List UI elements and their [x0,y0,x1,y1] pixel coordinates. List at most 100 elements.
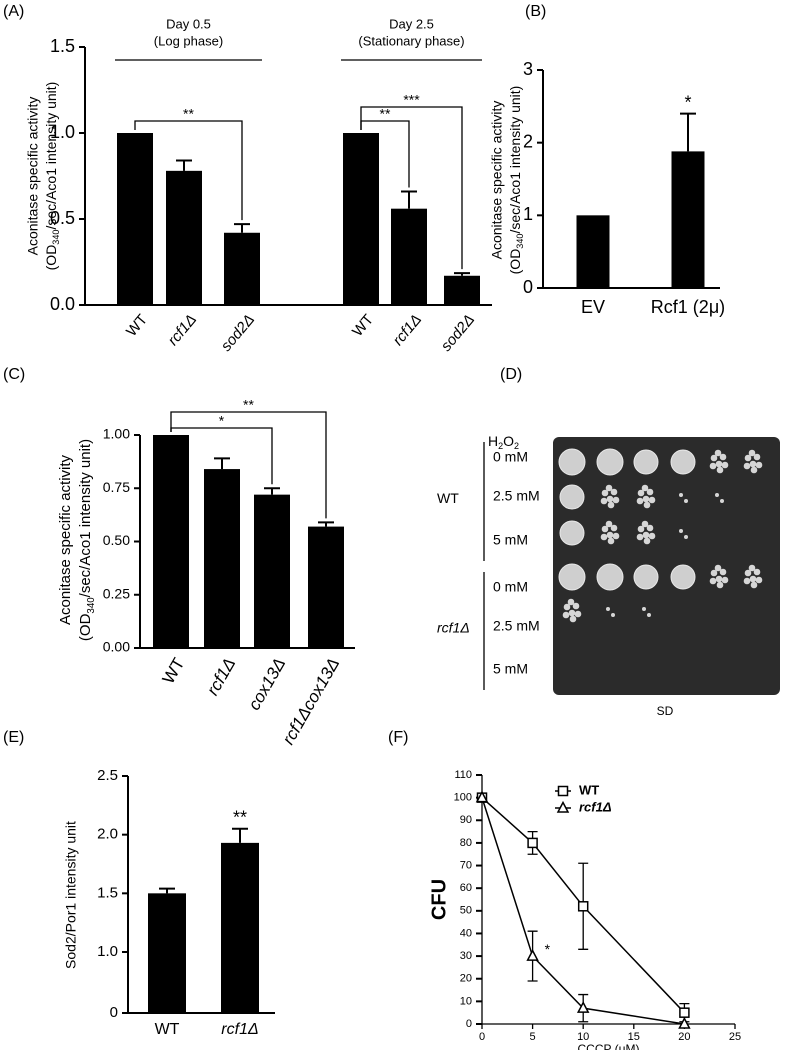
bar [224,232,260,305]
bar [153,435,189,648]
significance-label: *** [403,92,420,108]
significance-bracket [360,106,463,270]
x-tick-label: rcf1Δ [165,311,201,349]
colony [709,462,717,470]
significance-bracket [134,120,243,221]
group-subtitle: (Stationary phase) [358,33,464,48]
colony [612,496,620,504]
colony [679,493,683,497]
x-tick-label: 10 [577,1031,589,1043]
colony [749,460,757,468]
spot [559,520,585,546]
colony [721,576,729,584]
y-tick-label: 0 [523,277,533,297]
label-part: 340 [86,597,97,614]
y-tick-label: 3 [523,59,533,79]
panel-label: (D) [500,366,522,383]
label-part: /sec/Aco1 intensity unit) [77,439,94,597]
marker [679,1007,690,1018]
colony [715,460,723,468]
y-tick-label: 0.50 [103,532,130,548]
y-tick-label: 110 [454,769,472,781]
bar [343,133,379,305]
marker [556,800,570,813]
label-part: (OD [507,249,523,275]
y-tick-label: 0 [466,1018,472,1030]
colony [567,598,575,606]
colony [610,524,618,532]
concentration-label: 2.5 mM [493,488,540,504]
y-tick-label: 40 [460,927,472,939]
x-tick-label: EV [581,297,605,317]
marker [557,785,569,797]
label-part: 2 [514,441,519,451]
colony [744,569,752,577]
y-axis-label: (OD340/sec/Aco1 intensity unit) [77,439,97,641]
group-title: Day 2.5 [389,16,434,31]
bar [148,893,186,1013]
error-bar [234,223,250,233]
bar [204,469,240,648]
colony [607,537,615,545]
colony [715,575,723,583]
colony [642,495,650,503]
colony [606,495,614,503]
colony [755,461,763,469]
colony [610,488,618,496]
spot [558,563,586,591]
colony [715,493,719,497]
y-tick-label: 80 [460,837,472,849]
colony [600,533,608,541]
colony [719,568,727,576]
colony [755,576,763,584]
colony [720,499,724,503]
marker [475,790,489,803]
colony [612,532,620,540]
label-part: (OD [43,245,59,271]
colony [648,532,656,540]
error-bar [264,487,280,495]
panel-label: (A) [3,3,24,20]
y-tick-label: 1.0 [97,943,118,960]
x-tick-label: WT [123,311,151,340]
y-tick-label: 2 [523,131,533,151]
colony [636,497,644,505]
significance-label: ** [380,106,391,122]
colony [637,525,645,533]
significance-label: * [684,92,691,112]
colony [607,501,615,509]
colony [748,449,756,457]
x-tick-label: sod2Δ [218,311,258,355]
bar [444,275,480,305]
colony [753,568,761,576]
spot [596,448,624,476]
x-tick-label: 20 [678,1031,690,1043]
colony [601,489,609,497]
error-bar [232,827,248,843]
strain-label: rcf1Δ [437,620,470,636]
marker [577,901,589,912]
colony [606,607,610,611]
marker [526,948,539,961]
y-tick-label: 90 [460,814,472,826]
colony [679,529,683,533]
colony [642,531,650,539]
y-tick-label: 1.5 [97,884,118,901]
medium-label: SD [657,704,674,718]
error-bar [318,521,334,527]
colony [716,581,724,589]
y-tick-label: 0 [110,1004,118,1021]
significance-label: * [545,941,551,957]
y-tick-label: 0.25 [103,585,130,601]
x-tick-label: WT [155,1021,180,1038]
colony [643,501,651,509]
colony [721,461,729,469]
y-axis-label: CFU [428,879,450,920]
significance-label: ** [183,106,194,122]
label-part: /sec/Aco1 intensity unit) [507,86,523,234]
colony [684,535,688,539]
colony [562,611,570,619]
x-tick-label: rcf1Δcox13Δ [279,655,344,748]
colony [637,489,645,497]
colony [753,453,761,461]
